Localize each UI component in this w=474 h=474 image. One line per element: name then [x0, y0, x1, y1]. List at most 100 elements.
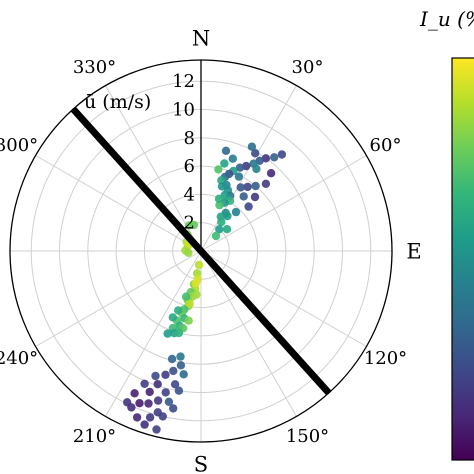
data-point [215, 200, 224, 210]
data-point [192, 290, 201, 299]
radial-tick-label: 10 [172, 100, 195, 121]
degree-label: 120° [364, 348, 407, 369]
angular-gridline [200, 250, 367, 347]
data-point [185, 299, 194, 308]
data-point [217, 182, 227, 191]
radial-tick-label: 2 [184, 213, 195, 234]
data-point [145, 413, 155, 422]
data-point [222, 225, 232, 234]
data-point [250, 192, 260, 202]
colorbar-gradient [451, 57, 474, 461]
data-point [239, 192, 248, 201]
data-point [261, 154, 271, 163]
data-point [211, 231, 221, 241]
data-point [217, 217, 226, 227]
radial-tick-label: 4 [184, 184, 195, 205]
degree-label: 30° [292, 57, 324, 78]
data-point [266, 169, 276, 178]
data-point [221, 146, 231, 155]
radial-tick-labels: 2 4 6 8 10 12 [172, 71, 195, 234]
data-point [243, 182, 252, 192]
data-point [161, 388, 170, 397]
data-point [168, 313, 177, 322]
angle-labels: N E S 30° 60° 120° 150° 210° 240° 300° 330° [0, 26, 422, 474]
data-point [235, 163, 245, 172]
degree-label: 330° [73, 57, 116, 78]
data-point [140, 420, 149, 429]
angular-gridline [35, 250, 202, 347]
radial-tick-label: 6 [184, 156, 195, 177]
data-point [242, 161, 251, 171]
data-point [164, 397, 174, 406]
data-point [123, 398, 132, 407]
cardinal-label: N [192, 26, 210, 50]
data-point [167, 354, 177, 364]
colorbar: I_u (%) [419, 7, 474, 461]
data-point [184, 248, 193, 257]
data-point [214, 165, 223, 174]
data-points [123, 142, 287, 434]
data-point [169, 404, 178, 413]
data-point [163, 329, 172, 338]
data-point [194, 260, 204, 270]
angular-gridline [105, 85, 202, 252]
data-point [214, 194, 224, 203]
data-point [236, 183, 245, 192]
data-point [152, 425, 161, 434]
data-point [215, 225, 224, 234]
data-point [179, 370, 188, 379]
data-point [153, 380, 162, 389]
radial-axis-label: ū (m/s) [84, 91, 151, 113]
degree-label: 150° [286, 426, 329, 447]
degree-label: 210° [73, 426, 116, 447]
data-point [151, 371, 160, 381]
data-point [251, 149, 260, 158]
data-point [181, 292, 191, 301]
data-point [174, 386, 184, 395]
angular-gridline [200, 250, 297, 417]
angular-gridline [35, 155, 202, 252]
angular-gridline [105, 250, 202, 417]
data-point [191, 278, 201, 288]
angular-gridline [200, 155, 367, 252]
data-point [277, 150, 287, 159]
data-point [145, 387, 154, 397]
data-point [144, 399, 153, 408]
data-point [140, 379, 149, 388]
radial-tick-label: 12 [172, 71, 195, 92]
data-point [251, 181, 260, 191]
data-point [228, 154, 237, 163]
data-point [130, 389, 139, 398]
data-point [176, 361, 186, 370]
degree-label: 60° [370, 135, 402, 156]
data-point [174, 328, 184, 338]
data-point [261, 179, 271, 188]
degree-label: 300° [0, 135, 38, 156]
data-point [189, 220, 199, 230]
data-point [244, 202, 253, 211]
data-point [223, 211, 232, 221]
degree-label: 240° [0, 348, 38, 369]
data-point [153, 396, 163, 405]
data-point [247, 142, 257, 151]
colorbar-label: I_u (%) [419, 7, 474, 31]
data-point [170, 380, 180, 389]
radial-tick-label: 8 [184, 128, 195, 149]
data-point [161, 370, 170, 379]
polar-axes [9, 59, 393, 443]
data-point [169, 366, 178, 376]
data-point [234, 172, 244, 181]
data-point [176, 352, 185, 361]
data-point [158, 412, 167, 421]
data-point [270, 153, 279, 162]
data-point [174, 306, 183, 315]
cardinal-label: E [406, 239, 421, 263]
cardinal-label: S [194, 452, 208, 474]
data-point [135, 399, 144, 408]
data-point [220, 159, 229, 168]
data-point [132, 413, 142, 422]
data-point [231, 207, 241, 217]
data-point [252, 164, 261, 174]
data-point [184, 316, 193, 325]
